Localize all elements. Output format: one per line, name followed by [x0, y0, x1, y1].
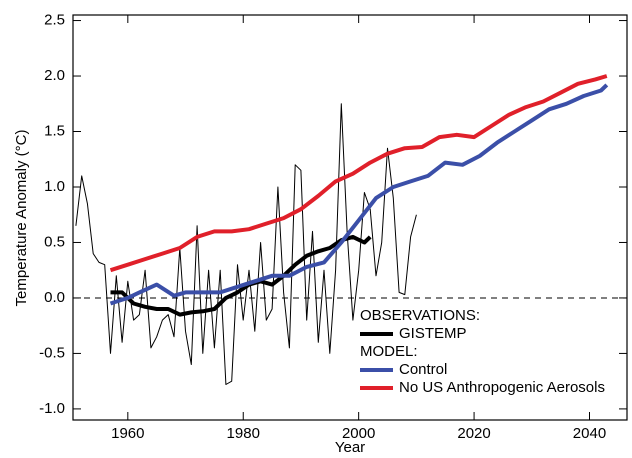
- legend-heading: OBSERVATIONS:: [360, 307, 480, 324]
- plot-frame: [72, 14, 628, 421]
- y-tick-label: 2.0: [44, 67, 65, 84]
- x-tick-label: 1980: [227, 425, 260, 442]
- y-tick-label: -0.5: [39, 344, 65, 361]
- legend-heading: MODEL:: [360, 343, 418, 360]
- series-line: [109, 74, 608, 273]
- y-axis-label: Temperature Anomaly (°C): [13, 130, 30, 307]
- legend-label: GISTEMP: [399, 325, 467, 342]
- series-line: [110, 234, 372, 317]
- x-tick-label: 2040: [573, 425, 606, 442]
- legend-label: No US Anthropogenic Aerosols: [399, 379, 605, 396]
- y-tick-label: -1.0: [39, 400, 65, 417]
- x-tick-label: 1960: [111, 425, 144, 442]
- x-tick-label: 2000: [342, 425, 375, 442]
- y-tick-label: 2.5: [44, 12, 65, 29]
- legend-label: Control: [399, 361, 447, 378]
- y-tick-label: 1.5: [44, 122, 65, 139]
- y-tick-label: 0.5: [44, 233, 65, 250]
- y-tick-label: 1.0: [44, 178, 65, 195]
- series-line: [109, 83, 609, 306]
- x-axis-label: Year: [335, 439, 365, 456]
- y-tick-label: 0.0: [44, 289, 65, 306]
- annual-line: [75, 103, 417, 385]
- x-tick-label: 2020: [457, 425, 490, 442]
